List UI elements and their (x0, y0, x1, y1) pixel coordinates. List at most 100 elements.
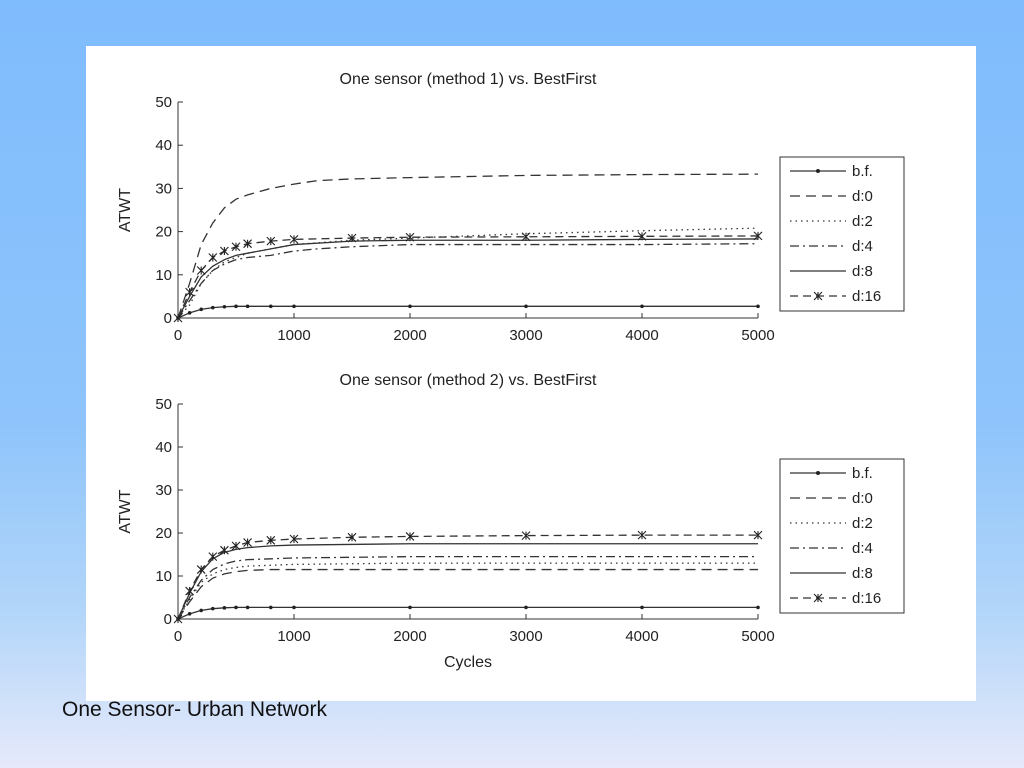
data-point (269, 605, 273, 610)
data-point (199, 608, 203, 613)
data-point (405, 532, 415, 541)
data-point (196, 565, 206, 574)
x-tick-label: 5000 (741, 327, 774, 344)
data-point (637, 530, 647, 540)
x-tick-label: 5000 (741, 628, 774, 645)
data-point (292, 304, 296, 309)
data-point (756, 304, 760, 309)
legend-box (779, 458, 905, 614)
data-point (187, 311, 192, 315)
data-point (211, 305, 215, 310)
data-point (347, 233, 357, 243)
legend-label: d:16 (852, 590, 881, 607)
legend-label: d:2 (852, 213, 873, 230)
x-tick-label: 4000 (625, 628, 658, 645)
data-point (185, 287, 194, 297)
data-point (524, 304, 528, 309)
x-axis-label: Cycles (444, 654, 492, 671)
data-point (208, 552, 218, 562)
x-tick-label: 2000 (393, 327, 426, 344)
data-point (173, 614, 183, 624)
x-tick-label: 0 (174, 628, 182, 645)
y-tick-label: 20 (155, 224, 172, 241)
chart-title: One sensor (method 1) vs. BestFirst (340, 71, 598, 88)
data-point (231, 541, 241, 551)
y-tick-label: 10 (155, 568, 172, 585)
y-tick-label: 50 (155, 396, 172, 413)
legend-marker (813, 593, 823, 603)
data-point (220, 545, 229, 555)
chart-title: One sensor (method 2) vs. BestFirst (340, 372, 598, 389)
y-axis-label: ATWT (117, 489, 134, 533)
y-tick-label: 0 (164, 310, 172, 327)
data-point (231, 242, 241, 252)
legend-marker (816, 471, 820, 475)
data-point (408, 304, 412, 309)
series-line-bf (177, 606, 758, 620)
x-tick-label: 1000 (277, 628, 310, 645)
legend-label: d:4 (852, 540, 873, 557)
legend-label: d:0 (852, 188, 873, 205)
series-line-d0 (177, 568, 758, 620)
data-point (269, 304, 273, 309)
data-point (211, 606, 215, 611)
data-point (199, 307, 203, 312)
legend-label: d:0 (852, 490, 873, 507)
data-point (243, 538, 252, 547)
data-point (640, 304, 644, 309)
x-tick-label: 1000 (277, 327, 310, 344)
y-tick-label: 40 (155, 137, 172, 154)
legend-marker (813, 291, 823, 301)
series-line-d2 (177, 562, 758, 620)
data-point (234, 605, 238, 610)
data-point (292, 605, 296, 610)
y-tick-label: 40 (155, 439, 172, 456)
data-point (222, 304, 227, 309)
legend-box (779, 156, 905, 312)
series-line-d16 (177, 534, 758, 620)
x-tick-label: 0 (174, 327, 182, 344)
data-point (266, 535, 276, 545)
data-point (753, 231, 763, 241)
slide-caption: One Sensor- Urban Network (62, 698, 327, 721)
data-point (196, 266, 206, 275)
data-point (187, 612, 192, 616)
series-line-d8 (177, 238, 759, 319)
data-point (245, 605, 250, 610)
data-point (222, 606, 227, 610)
data-point (347, 532, 357, 542)
x-tick-label: 3000 (509, 327, 542, 344)
series-line-d0 (177, 173, 759, 319)
legend-label: d:4 (852, 238, 873, 255)
data-point (521, 232, 531, 242)
data-point (408, 605, 412, 610)
y-tick-label: 10 (155, 267, 172, 284)
legend-label: b.f. (852, 163, 873, 180)
data-point (234, 304, 238, 309)
data-point (289, 234, 299, 244)
chart-1: One sensor (method 1) vs. BestFirst 0 10 20… (117, 71, 905, 344)
data-point (245, 304, 250, 309)
data-point (289, 534, 299, 544)
data-point (753, 530, 763, 540)
legend-label: d:16 (852, 288, 881, 305)
y-axis-label: ATWT (117, 188, 134, 232)
y-tick-label: 30 (155, 180, 172, 197)
x-tick-label: 3000 (509, 628, 542, 645)
y-tick-label: 0 (164, 611, 172, 628)
x-tick-label: 2000 (393, 628, 426, 645)
series-line-d2 (177, 227, 759, 319)
series-line-d4 (177, 555, 758, 620)
data-point (640, 605, 644, 610)
data-point (220, 246, 229, 256)
legend-label: b.f. (852, 465, 873, 482)
chart-2: One sensor (method 2) vs. BestFirst 0 10 20… (117, 372, 905, 671)
data-point (756, 605, 760, 610)
legend-marker (816, 169, 820, 173)
data-point (521, 531, 531, 540)
legend-label: d:8 (852, 565, 873, 582)
data-point (173, 313, 183, 323)
y-tick-label: 20 (155, 525, 172, 542)
y-tick-label: 50 (155, 94, 172, 111)
data-point (208, 253, 218, 262)
